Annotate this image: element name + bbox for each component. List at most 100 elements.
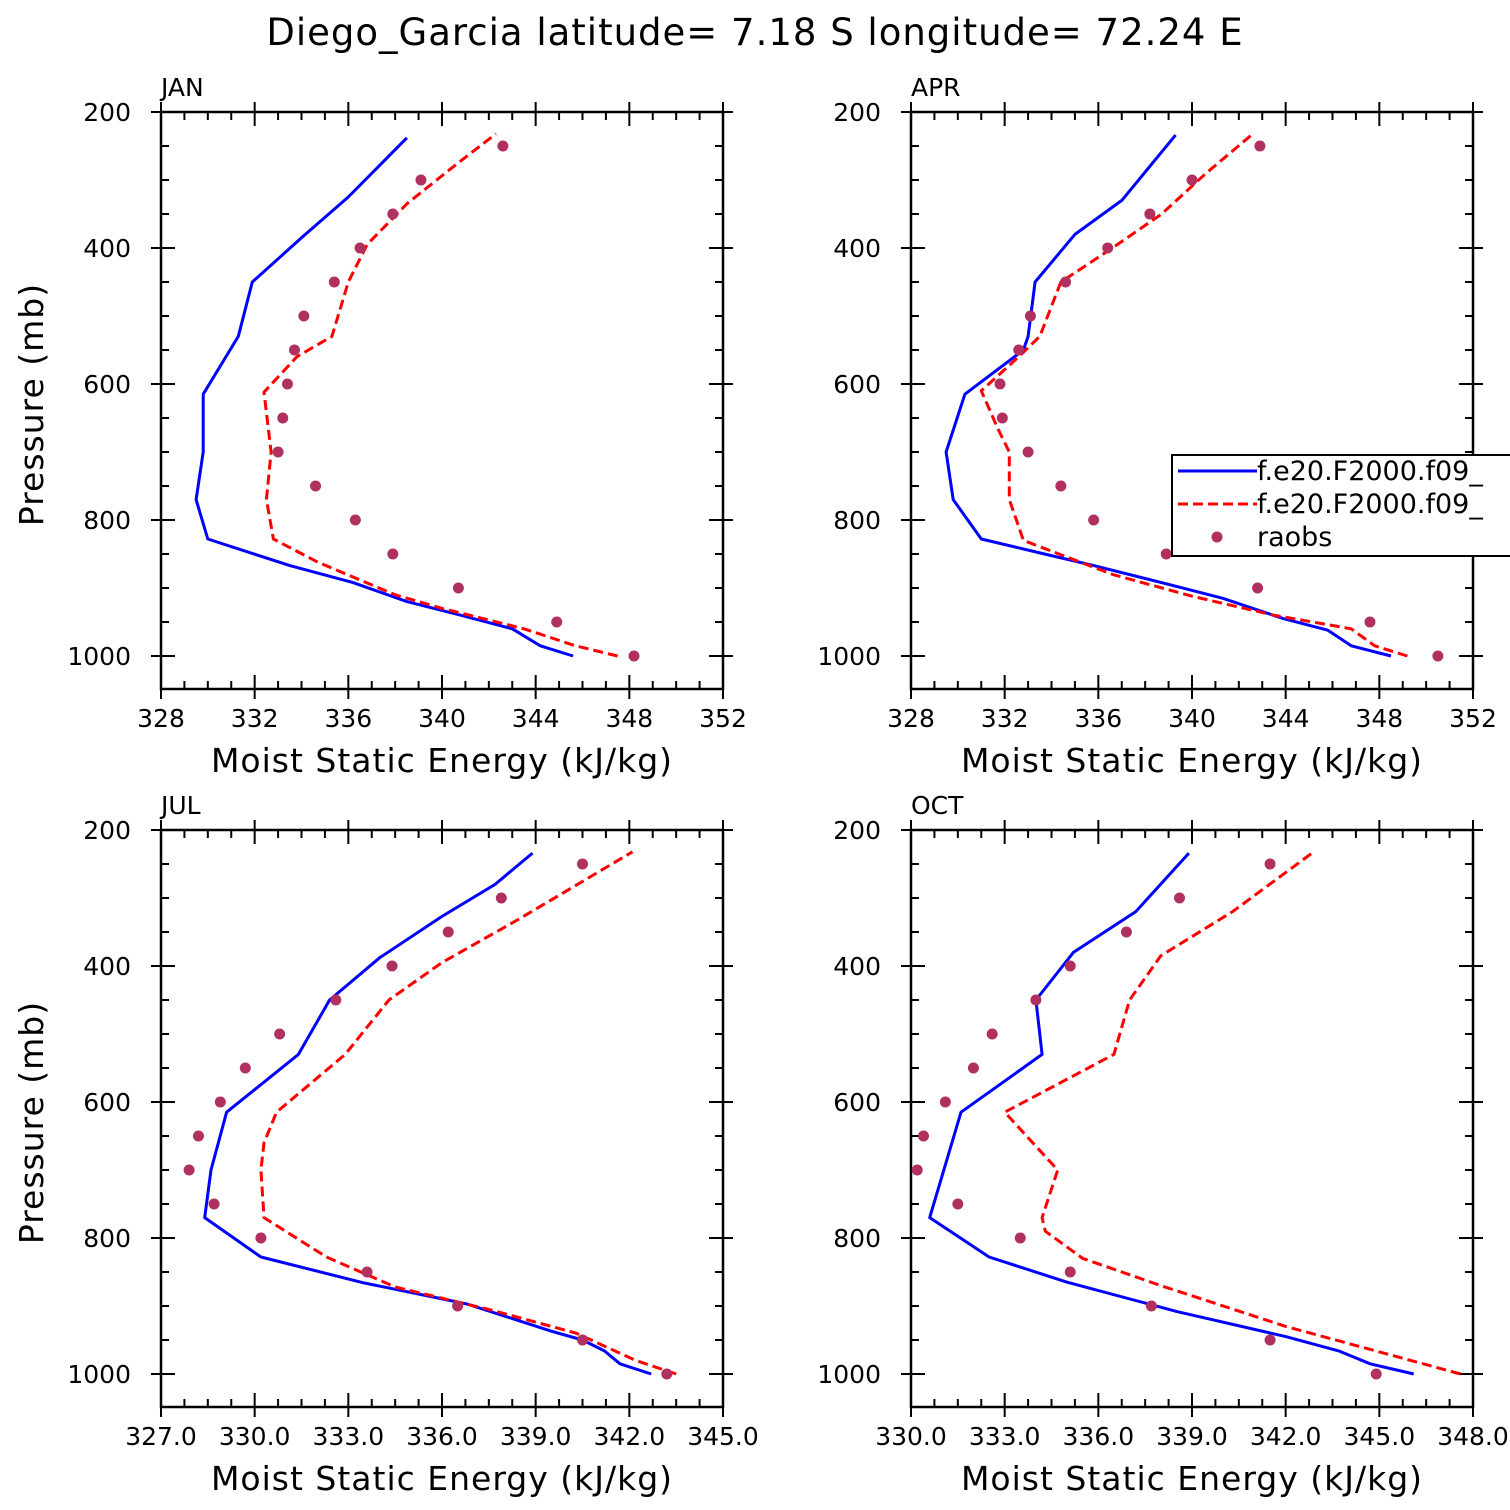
x-axis-title: Moist Static Energy (kJ/kg) [961,1459,1423,1498]
raobs-point [214,1096,226,1108]
raobs-point [310,480,322,492]
x-tick-label: 333.0 [313,1422,385,1451]
model-line-solid [203,851,652,1376]
y-tick-label: 200 [833,816,881,845]
y-tick-label: 200 [833,98,881,127]
legend: f.e20.F2000.f09_f.e20.F2000.f09_raobs [1171,454,1510,557]
y-axis-title: Pressure (mb) [12,283,51,526]
panel-label: JUL [159,791,201,820]
raobs-point [298,310,310,322]
panel-label: APR [911,73,961,102]
x-tick-label: 340 [418,704,466,733]
panel-apr: APR 1000 800 600 400 200 328 332 336 340 344 348 352… [817,73,1510,780]
raobs-point [628,650,640,662]
raobs-point [495,892,507,904]
x-tick-label: 342.0 [594,1422,666,1451]
raobs-point [952,1198,964,1210]
raobs-point [1145,1300,1157,1312]
y-tick-label: 400 [83,234,131,263]
raobs-point [1174,892,1186,904]
raobs-point [1264,858,1276,870]
y-tick-label: 600 [833,370,881,399]
y-tick-label: 1000 [817,1360,881,1389]
x-tick-label: 348.0 [1437,1422,1509,1451]
raobs-point [208,1198,220,1210]
raobs-point [577,858,588,870]
raobs-point [277,412,289,424]
legend-label: raobs [1257,522,1332,553]
plot-frame [159,110,725,691]
raobs-point [1014,1232,1026,1244]
x-tick-label: 330.0 [219,1422,291,1451]
panel-jul: JUL 1000 800 600 400 200 327.0 330.0 333.0 336.0 3… [12,791,759,1498]
raobs-point [939,1096,951,1108]
x-tick-label: 327.0 [125,1422,197,1451]
y-tick-label: 400 [833,952,881,981]
plot-data [911,850,1461,1380]
raobs-point [1088,514,1100,526]
raobs-point [1432,650,1444,662]
raobs-point [1252,582,1264,594]
plot-data [183,850,677,1380]
panel-jan: JAN 1000 800 600 400 200 328 332 336 340 344 348 352… [12,73,747,780]
y-tick-label: 1000 [67,1360,131,1389]
y-tick-label: 1000 [67,642,131,671]
x-tick-label: 332 [231,704,279,733]
raobs-point [452,582,464,594]
raobs-point [354,242,366,254]
raobs-point [1120,926,1132,938]
raobs-point [192,1130,204,1142]
model-line-dashed [1003,850,1461,1376]
y-tick-label: 400 [833,234,881,263]
y-tick-label: 400 [83,952,131,981]
x-tick-label: 336.0 [1063,1422,1135,1451]
x-tick-label: 344 [512,704,560,733]
raobs-point [387,548,399,560]
raobs-point [1264,1334,1276,1346]
raobs-point [1064,960,1076,972]
raobs-point [255,1232,267,1244]
y-tick-label: 600 [833,1088,881,1117]
raobs-point [239,1062,251,1074]
plot-data [194,132,640,662]
raobs-point [387,208,399,220]
panel-label: JAN [159,73,204,102]
plot-frame [909,828,1475,1409]
raobs-point [1060,276,1072,288]
model-line-dashed [979,132,1408,658]
raobs-point [1370,1368,1382,1380]
x-tick-label: 352 [1449,704,1497,733]
raobs-point [272,446,284,458]
raobs-point [328,276,340,288]
x-tick-label: 352 [699,704,747,733]
raobs-point [1254,140,1266,152]
y-tick-label: 600 [83,1088,131,1117]
y-tick-label: 200 [83,98,131,127]
model-line-solid [194,136,574,658]
x-tick-label: 336 [324,704,372,733]
x-tick-label: 345.0 [687,1422,759,1451]
raobs-point [911,1164,923,1176]
model-line-solid [944,134,1392,658]
raobs-point [361,1266,373,1278]
x-tick-label: 339.0 [500,1422,572,1451]
model-line-dashed [262,132,618,658]
y-tick-label: 1000 [817,642,881,671]
y-axis-title: Pressure (mb) [12,1001,51,1244]
legend-label: f.e20.F2000.f09_ [1257,489,1483,520]
raobs-point [1013,344,1025,356]
model-line-solid [928,852,1415,1376]
raobs-point [386,960,398,972]
plot-data [944,132,1444,662]
raobs-point [994,378,1006,390]
raobs-point [1022,446,1034,458]
raobs-point [1102,242,1114,254]
x-tick-label: 330.0 [875,1422,947,1451]
raobs-point [1186,174,1198,186]
x-axis-title: Moist Static Energy (kJ/kg) [211,1459,673,1498]
plot-frame [909,110,1475,691]
raobs-point [349,514,361,526]
y-tick-label: 800 [833,506,881,535]
x-tick-label: 336 [1074,704,1122,733]
